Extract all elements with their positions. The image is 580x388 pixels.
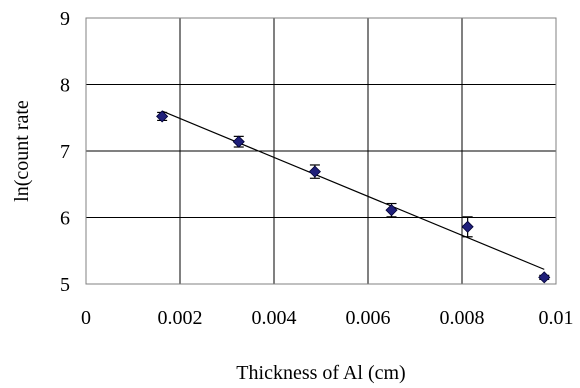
plot-border bbox=[85, 17, 557, 285]
y-tick-label: 6 bbox=[60, 208, 70, 230]
y-tick-label: 9 bbox=[60, 8, 70, 30]
x-axis-label: Thickness of Al (cm) bbox=[236, 362, 405, 384]
x-axis-ticks: 0 0.002 0.004 0.006 0.008 0.01 bbox=[81, 307, 574, 329]
data-point-marker bbox=[385, 204, 398, 217]
x-tick-label: 0.008 bbox=[440, 307, 485, 329]
data-point-marker bbox=[156, 110, 169, 123]
y-tick-label: 7 bbox=[60, 141, 70, 163]
y-axis-label: ln(count rate bbox=[11, 100, 33, 202]
y-axis-ticks: 5 6 7 8 9 bbox=[60, 8, 70, 296]
x-tick-label: 0.004 bbox=[252, 307, 297, 329]
data-point-marker bbox=[232, 135, 245, 148]
x-tick-label: 0 bbox=[81, 307, 91, 329]
data-point-marker bbox=[538, 271, 551, 284]
y-tick-label: 8 bbox=[60, 75, 70, 97]
x-tick-label: 0.01 bbox=[539, 307, 574, 329]
x-tick-label: 0.002 bbox=[158, 307, 203, 329]
data-markers bbox=[156, 110, 551, 284]
data-point-marker bbox=[461, 220, 474, 233]
trendline bbox=[161, 110, 545, 270]
y-tick-label: 5 bbox=[60, 274, 70, 296]
data-point-marker bbox=[308, 165, 321, 178]
x-tick-label: 0.006 bbox=[346, 307, 391, 329]
gridlines bbox=[86, 18, 556, 284]
